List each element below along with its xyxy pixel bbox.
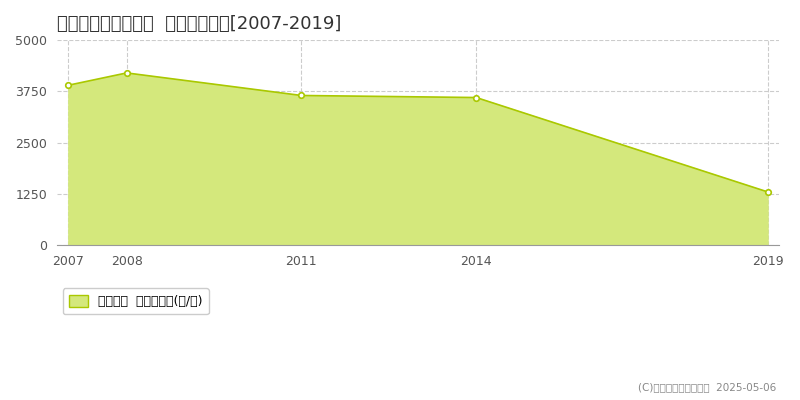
Text: 多気郡多気町四疋田  農地価格推移[2007-2019]: 多気郡多気町四疋田 農地価格推移[2007-2019] (57, 15, 341, 33)
Legend: 農地価格  平均坪単価(円/坪): 農地価格 平均坪単価(円/坪) (63, 288, 209, 314)
Text: (C)土地価格ドットコム  2025-05-06: (C)土地価格ドットコム 2025-05-06 (638, 382, 776, 392)
